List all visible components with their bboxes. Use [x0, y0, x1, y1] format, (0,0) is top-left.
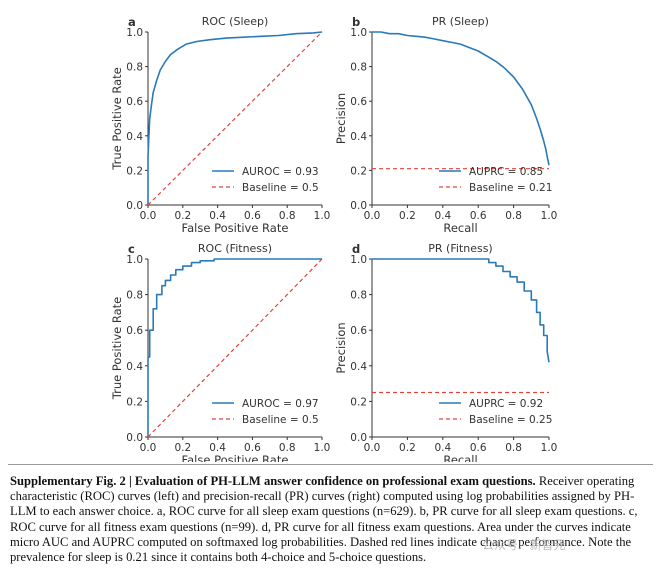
panel-d-legend-curve-label: AUPRC = 0.92 — [469, 398, 543, 410]
panel-a-y-tick-label: 0.8 — [126, 62, 143, 74]
panel-b-x-tick-label: 0.6 — [470, 210, 487, 222]
panel-b-x-tick-label: 0.8 — [505, 210, 522, 222]
panel-b-y-tick-label: 1.0 — [350, 27, 367, 39]
panel-a-y-tick-label: 0.6 — [126, 96, 143, 108]
panel-c-y-tick-label: 0.4 — [126, 361, 143, 373]
panel-a-curve-line — [147, 31, 323, 205]
panel-b-y-tick-label: 0.0 — [350, 200, 367, 212]
panel-a-title: ROC (Sleep) — [202, 15, 269, 28]
panel-b-y-tick-label: 0.6 — [350, 96, 367, 108]
caption-title: Supplementary Fig. 2 | Evaluation of PH-… — [10, 474, 536, 488]
panel-a-y-tick-label: 0.0 — [126, 200, 143, 212]
panel-a-x-tick-label: 0.2 — [174, 210, 191, 222]
panel-a-y-tick-label: 1.0 — [126, 27, 143, 39]
panel-c-legend-baseline-label: Baseline = 0.5 — [242, 414, 319, 426]
caption-body: Receiver operating characteristic (ROC) … — [10, 474, 638, 565]
panel-c-letter: c — [128, 242, 135, 256]
panel-c-baseline-line — [147, 258, 323, 438]
panel-d-y-label: Precision — [334, 322, 348, 373]
panel-b-legend-curve-label: AUPRC = 0.85 — [469, 166, 543, 178]
panel-b-letter: b — [352, 15, 360, 29]
figure-caption: Supplementary Fig. 2 | Evaluation of PH-… — [10, 474, 655, 565]
panel-a-y-tick-label: 0.4 — [126, 131, 143, 143]
panel-c-x-tick-label: 0.6 — [244, 442, 261, 454]
panel-a-x-label: False Positive Rate — [182, 221, 289, 235]
panel-b-legend-baseline-label: Baseline = 0.21 — [469, 182, 552, 194]
panel-c-x-tick-label: 0.4 — [209, 442, 226, 454]
panel-b-x-label: Recall — [443, 221, 477, 235]
panel-d-x-tick-label: 1.0 — [541, 442, 558, 454]
panel-b-x-tick-label: 1.0 — [541, 210, 558, 222]
panel-d-y-tick-label: 0.8 — [350, 290, 367, 302]
panel-c-x-tick-label: 1.0 — [314, 442, 331, 454]
caption-rule — [8, 464, 653, 465]
panel-d-x-tick-label: 0.6 — [470, 442, 487, 454]
figure-panels: 0.0 0.2 0.4 0.6 0.8 1.0 0.0 0.2 0.4 0.6 0.8 1.0 ROC … — [110, 15, 558, 462]
panel-a-legend-curve-label: AUROC = 0.93 — [242, 166, 319, 178]
panel-c-y-label: True Positive Rate — [110, 297, 124, 400]
panel-a-x-tick-label: 0.8 — [279, 210, 296, 222]
panel-b-y-tick-label: 0.8 — [350, 62, 367, 74]
panel-c-x-tick-label: 0.2 — [174, 442, 191, 454]
panel-d-y-tick-label: 0.0 — [350, 432, 367, 444]
panel-b-x-tick-label: 0.2 — [399, 210, 416, 222]
panel-d-x-tick-label: 0.0 — [364, 442, 381, 454]
panel-d-title: PR (Fitness) — [428, 242, 492, 255]
panel-a-x-tick-label: 0.4 — [209, 210, 226, 222]
panel-b-y-label: Precision — [334, 93, 348, 144]
panel-c-x-tick-label: 0.0 — [140, 442, 157, 454]
panel-a-x-tick-label: 1.0 — [314, 210, 331, 222]
panel-c-curve-line — [147, 258, 322, 437]
panel-b-curve-line — [372, 31, 550, 166]
panel-c-y-tick-label: 0.2 — [126, 396, 143, 408]
panel-a-y-tick-label: 0.2 — [126, 165, 143, 177]
panel-b-x-tick-label: 0.4 — [434, 210, 451, 222]
panel-b-title: PR (Sleep) — [432, 15, 489, 28]
panel-d-y-tick-label: 1.0 — [350, 254, 367, 266]
panel-a-x-tick-label: 0.6 — [244, 210, 261, 222]
panel-d-x-tick-label: 0.2 — [399, 442, 416, 454]
panel-d-y-tick-label: 0.4 — [350, 361, 367, 373]
panel-c-legend-curve-label: AUROC = 0.97 — [242, 398, 319, 410]
panel-a-letter: a — [128, 15, 136, 29]
panel-d-x-label: Recall — [443, 453, 477, 462]
panel-c-y-tick-label: 0.8 — [126, 290, 143, 302]
panel-d-letter: d — [352, 242, 360, 256]
panel-c-title: ROC (Fitness) — [198, 242, 272, 255]
panel-d-x-tick-label: 0.4 — [434, 442, 451, 454]
panel-b-x-tick-label: 0.0 — [364, 210, 381, 222]
panel-b-y-tick-label: 0.2 — [350, 165, 367, 177]
panel-c-y-tick-label: 0.6 — [126, 325, 143, 337]
panel-b-y-tick-label: 0.4 — [350, 131, 367, 143]
panel-d-y-tick-label: 0.2 — [350, 396, 367, 408]
panel-c-y-tick-label: 0.0 — [126, 432, 143, 444]
panel-d-curve-line — [372, 258, 550, 363]
panel-c-y-tick-label: 1.0 — [126, 254, 143, 266]
panel-d-x-tick-label: 0.8 — [505, 442, 522, 454]
panel-a-y-label: True Positive Rate — [110, 67, 124, 170]
watermark: 公众号 · 新智元 — [482, 538, 566, 552]
panel-a-legend-baseline-label: Baseline = 0.5 — [242, 182, 319, 194]
panel-d-y-tick-label: 0.6 — [350, 325, 367, 337]
panel-a-x-tick-label: 0.0 — [140, 210, 157, 222]
panel-a-baseline-line — [147, 31, 323, 206]
panel-d-legend-baseline-label: Baseline = 0.25 — [469, 414, 552, 426]
panel-c-x-tick-label: 0.8 — [279, 442, 296, 454]
panel-c-x-label: False Positive Rate — [182, 453, 289, 462]
